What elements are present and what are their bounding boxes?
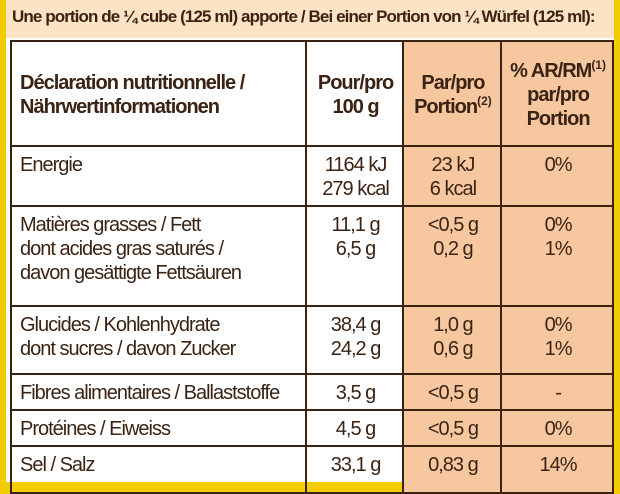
footnote-mark: (1) — [591, 57, 606, 72]
cell: Glucides / Kohlenhydrate dont sucres / da… — [9, 305, 308, 375]
cell-line: % AR/RM(1) — [510, 59, 606, 83]
cell: 0% — [500, 409, 614, 447]
cell-line: 1% — [544, 338, 573, 360]
cell-line: 0,83 g — [428, 454, 479, 476]
cell: - — [500, 373, 614, 411]
row: Matières grasses / Fett dont acides gras … — [9, 205, 614, 307]
cell-line: Portion — [526, 107, 591, 130]
cell-line: 33,1 g — [330, 454, 382, 476]
row: Energie 1164 kJ 279 kcal 23 kJ 6 kcal 0% — [9, 145, 614, 207]
cell-line: 4,5 g — [335, 418, 376, 440]
cell-line: 14% — [539, 454, 578, 476]
cell-line: Glucides / Kohlenhydrate — [20, 314, 220, 336]
footnote-mark: (2) — [477, 93, 492, 108]
cell-line: Matières grasses / Fett — [20, 214, 201, 236]
cell-line: Portion(2) — [412, 95, 494, 119]
cell-line: davon gesättigte Fettsäuren — [20, 262, 242, 284]
cell-line: 38,4 g — [330, 314, 382, 336]
cell-line: 100 g — [332, 95, 379, 118]
title-band: Une portion de ¼ cube (125 ml) apporte /… — [6, 0, 614, 38]
cell-line: dont acides gras saturés / — [20, 238, 224, 260]
cell-line: 6,5 g — [335, 238, 376, 260]
row: Glucides / Kohlenhydrate dont sucres / da… — [9, 305, 614, 375]
cell: <0,5 g 0,2 g — [401, 205, 503, 307]
title: Une portion de ¼ cube (125 ml) apporte /… — [12, 7, 596, 26]
cell-line: 1% — [544, 238, 573, 260]
cell: Pour/pro 100 g — [305, 40, 404, 147]
row: Protéines / Eiweiss 4,5 g <0,5 g 0% — [9, 409, 614, 447]
cell-line: 6 kcal — [429, 178, 477, 200]
cell-line: Par/pro — [421, 71, 485, 94]
cell: <0,5 g — [401, 409, 503, 447]
cell: Sel / Salz — [9, 445, 308, 494]
cell-line: 1164 kJ — [324, 154, 388, 176]
cell: 23 kJ 6 kcal — [401, 145, 503, 207]
cell-line: Fibres alimentaires / Ballaststoffe — [20, 382, 280, 404]
row: Fibres alimentaires / Ballaststoffe 3,5 g… — [9, 373, 614, 411]
cell-line: <0,5 g — [427, 214, 479, 236]
cell-line: Energie — [20, 154, 83, 176]
cell-line: 0,6 g — [433, 338, 473, 360]
cell: Déclaration nutritionnelle / Nährwertinfo… — [9, 40, 308, 147]
cell: % AR/RM(1) par/pro Portion — [500, 40, 614, 147]
cell-line: Pour/pro — [317, 71, 394, 94]
cell-line: 0,2 g — [433, 238, 473, 260]
cell-line: dont sucres / davon Zucker — [20, 338, 236, 360]
label-panel: Une portion de ¼ cube (125 ml) apporte /… — [6, 0, 614, 494]
cell-line: 23 kJ — [431, 154, 476, 176]
cell: Protéines / Eiweiss — [9, 409, 308, 447]
cell: 3,5 g — [305, 373, 404, 411]
cell-line: 0% — [544, 214, 573, 236]
cell: 1,0 g 0,6 g — [401, 305, 503, 375]
cell-line: Sel / Salz — [20, 454, 95, 476]
nutrition-table: Déclaration nutritionnelle / Nährwertinfo… — [9, 40, 614, 494]
cell: Energie — [9, 145, 308, 207]
cell: Fibres alimentaires / Ballaststoffe — [9, 373, 308, 411]
cell: Matières grasses / Fett dont acides gras … — [9, 205, 308, 307]
cell: 0% — [500, 145, 614, 207]
cell: <0,5 g — [401, 373, 503, 411]
cell-line: 0% — [544, 314, 573, 336]
cell-line: 3,5 g — [335, 382, 376, 404]
cell: 14% — [500, 445, 614, 494]
cell-line: Nährwertinformationen — [20, 95, 220, 118]
cell-line: 1,0 g — [433, 314, 473, 336]
cell: 38,4 g 24,2 g — [305, 305, 404, 375]
cell: 0% 1% — [500, 205, 614, 307]
cell-line: 0% — [544, 418, 573, 440]
cell: 4,5 g — [305, 409, 404, 447]
cell: 33,1 g — [305, 445, 404, 494]
cell-line: 11,1 g — [331, 214, 380, 236]
cell-line: 24,2 g — [330, 338, 382, 360]
cell-line: 0% — [544, 154, 573, 176]
cell-text: Portion — [414, 95, 478, 118]
cell-line: par/pro — [527, 83, 590, 106]
cell-line: Déclaration nutritionnelle / — [20, 71, 245, 94]
cell-line: 279 kcal — [322, 178, 390, 200]
cell: 0,83 g — [401, 445, 503, 494]
cell-line: <0,5 g — [427, 418, 479, 440]
row: Sel / Salz 33,1 g 0,83 g 14% — [9, 445, 614, 494]
cell-text: % AR/RM — [510, 59, 592, 82]
hdr: Déclaration nutritionnelle / Nährwertinfo… — [9, 40, 614, 147]
cell: 11,1 g 6,5 g — [305, 205, 404, 307]
cell: 1164 kJ 279 kcal — [305, 145, 404, 207]
cell-line: <0,5 g — [427, 382, 479, 404]
cell: Par/pro Portion(2) — [401, 40, 503, 147]
cell-line: Protéines / Eiweiss — [20, 418, 171, 440]
cell-line: - — [555, 382, 562, 404]
cell: 0% 1% — [500, 305, 614, 375]
